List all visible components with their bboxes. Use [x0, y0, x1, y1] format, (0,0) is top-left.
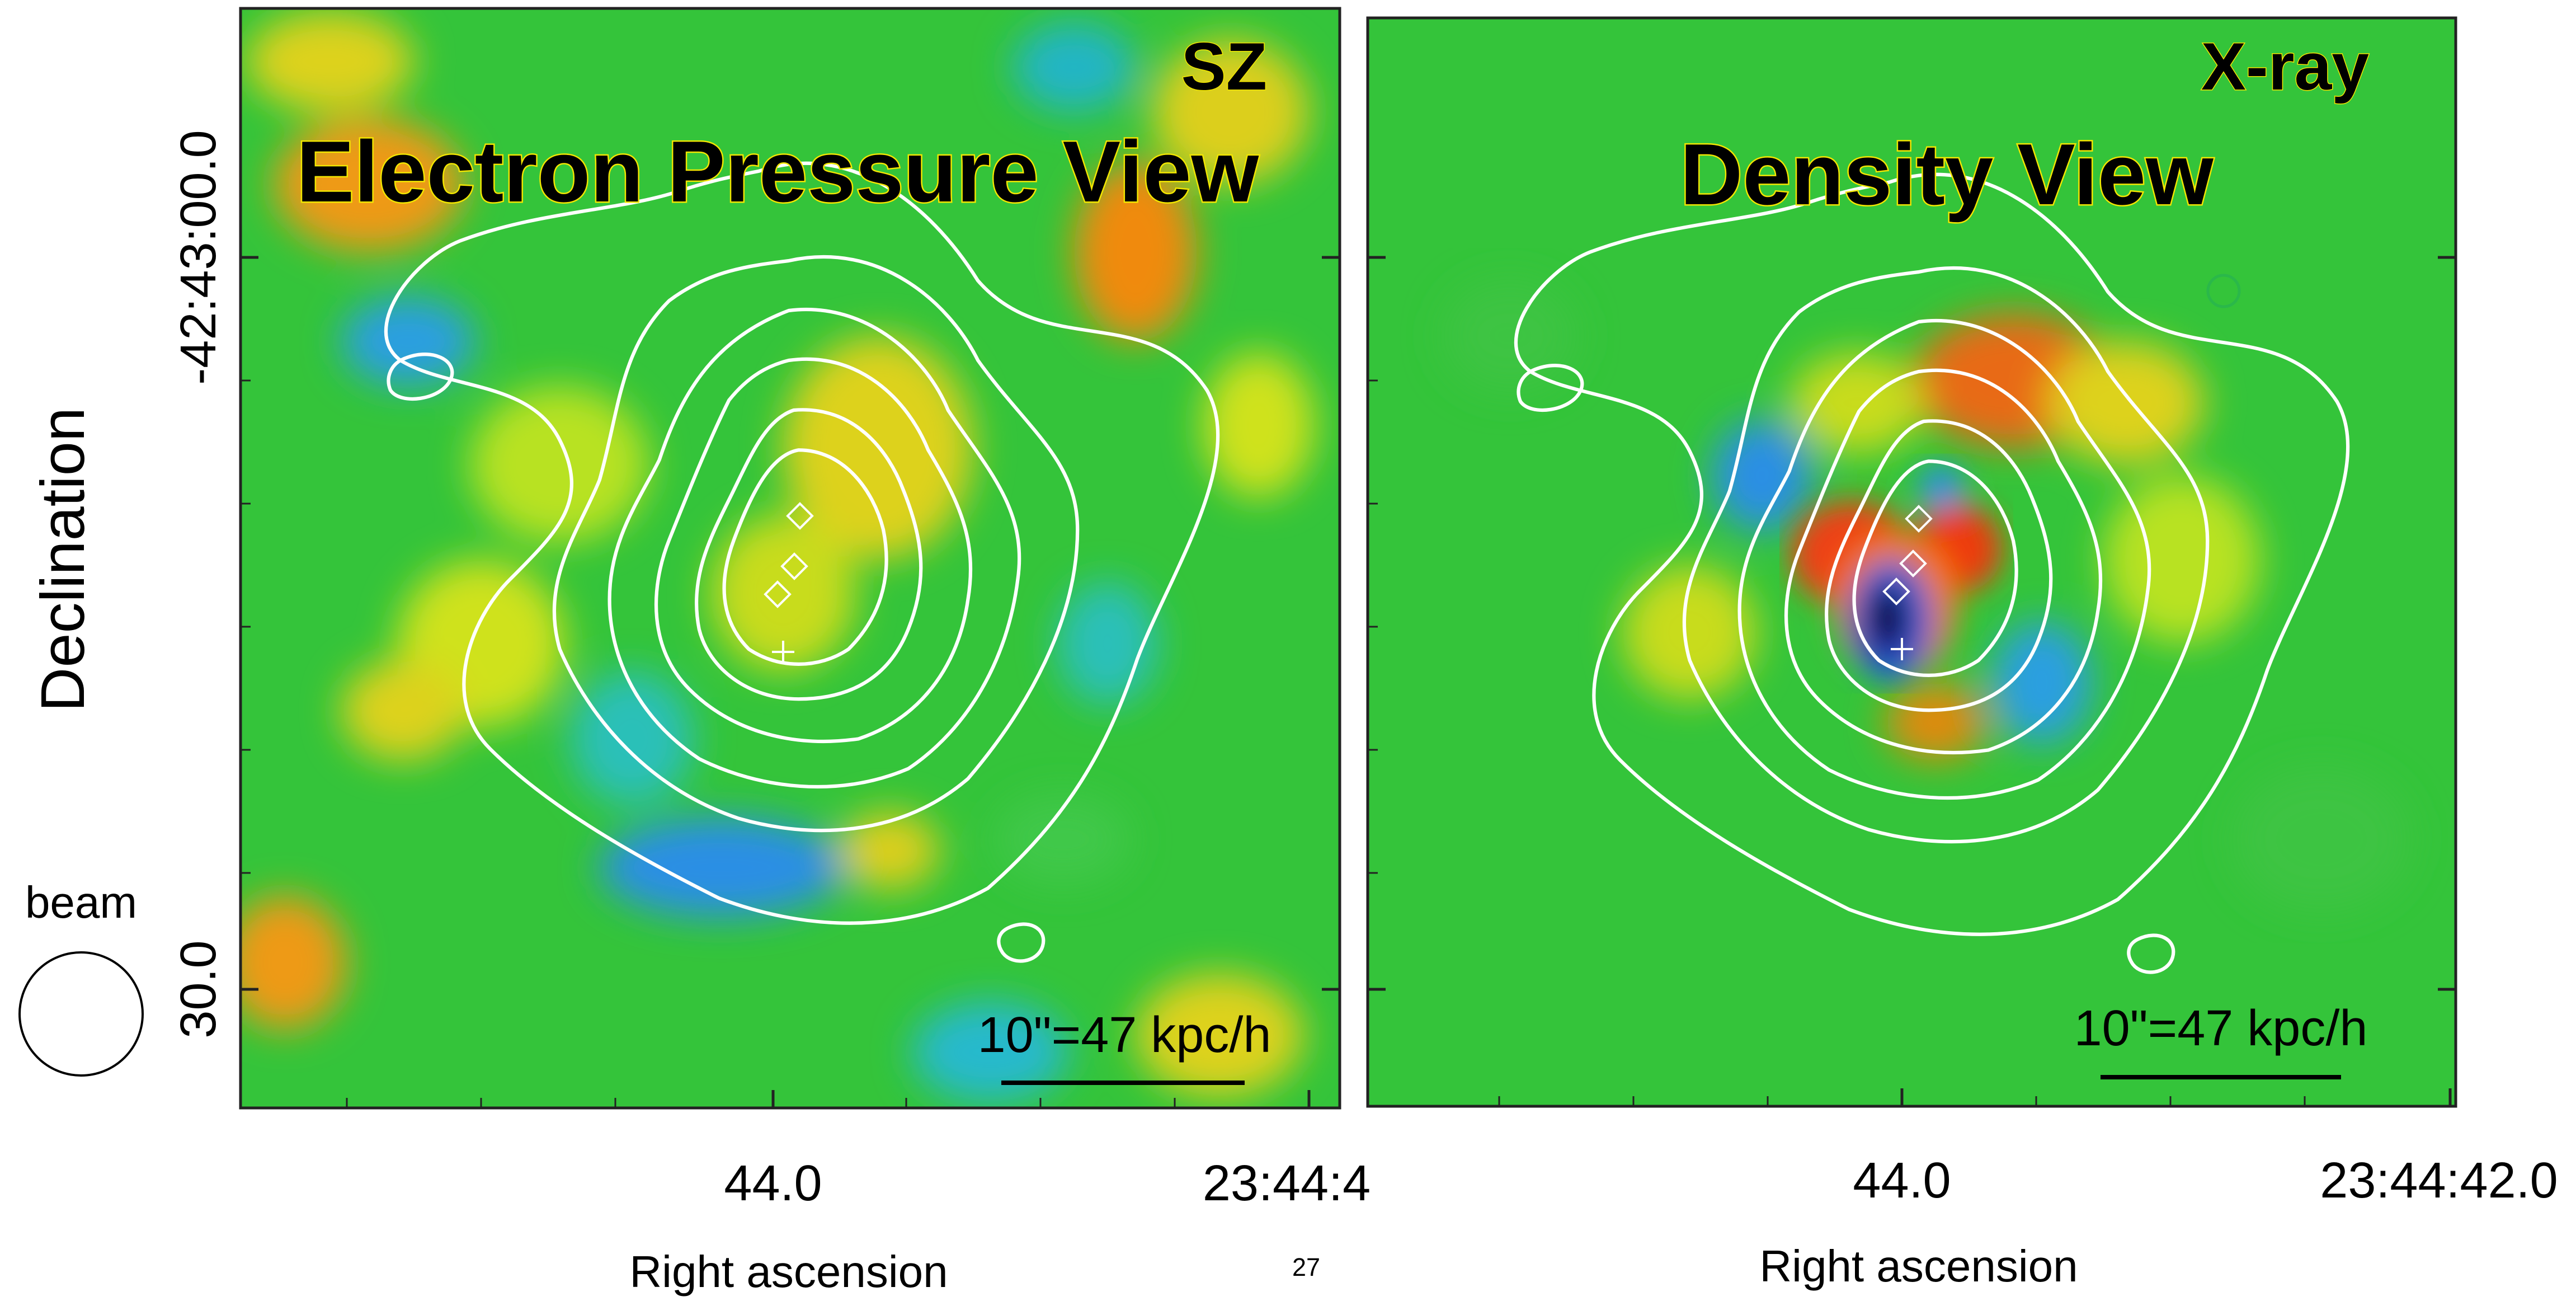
- xray-x-axis-title: Right ascension: [1759, 1241, 2078, 1291]
- xray-map-image: [1368, 18, 2456, 1106]
- beam-label: beam: [25, 877, 137, 927]
- xray-tag: X-ray: [2201, 29, 2369, 104]
- beam-circle: [18, 951, 144, 1077]
- y-axis-title: Declination: [29, 407, 97, 712]
- sz-frame: [239, 7, 1341, 1110]
- sz-scale-bar-label: 10"=47 kpc/h: [978, 1007, 1271, 1063]
- xray-x-tick-label-1: 44.0: [1853, 1153, 1951, 1209]
- sz-panel: 10"=47 kpc/h SZ Electron Pressure View: [239, 7, 1341, 1110]
- sz-x-tick-label-2: 23:44:4: [1203, 1156, 1371, 1211]
- sz-tag: SZ: [1181, 29, 1267, 104]
- sz-x-axis-title: Right ascension: [629, 1247, 948, 1297]
- xray-panel: 10"=47 kpc/h X-ray Density View: [1366, 16, 2457, 1108]
- xray-title: Density View: [1680, 126, 2214, 223]
- sz-x-tick-label-1: 44.0: [724, 1156, 822, 1211]
- xray-frame: [1366, 16, 2457, 1108]
- xray-x-tick-label-2: 23:44:42.0: [2320, 1153, 2558, 1209]
- xray-scale-bar-label: 10"=47 kpc/h: [2074, 1001, 2368, 1056]
- y-tick-label-top: -42:43:00.0: [171, 130, 227, 384]
- page-number: 27: [1292, 1253, 1320, 1281]
- y-tick-label-bottom: 30.0: [171, 940, 227, 1038]
- sz-title: Electron Pressure View: [296, 123, 1259, 220]
- sz-map-image: [241, 8, 1340, 1108]
